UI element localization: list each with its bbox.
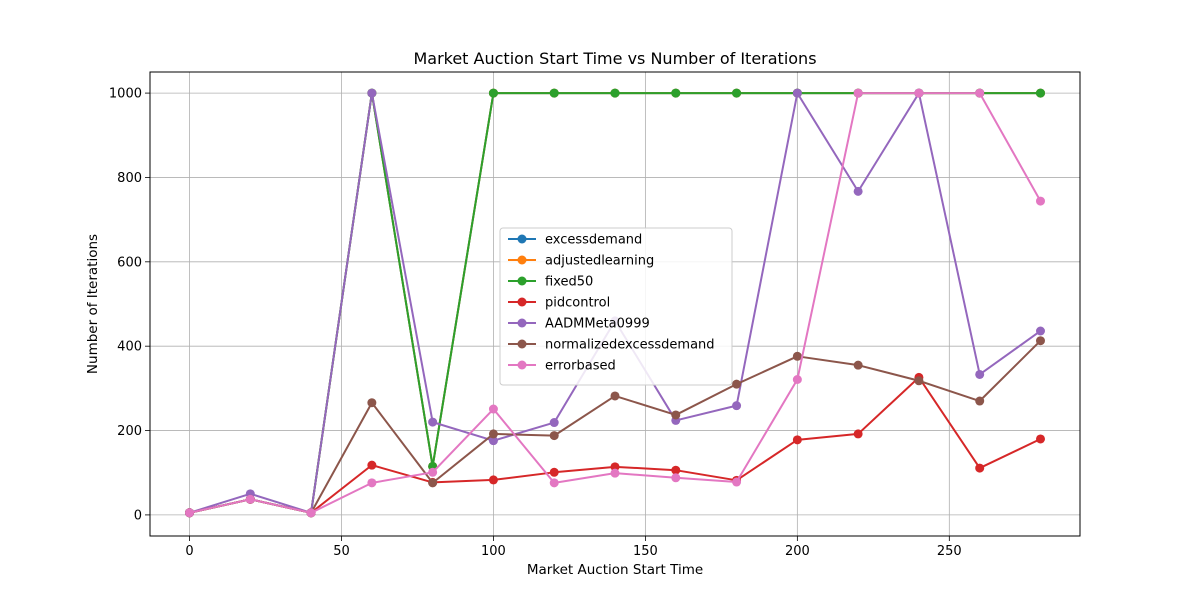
data-point bbox=[549, 418, 559, 428]
data-point bbox=[488, 404, 498, 414]
legend-label: AADMMeta0999 bbox=[545, 317, 650, 332]
data-point bbox=[792, 351, 802, 361]
legend-label: fixed50 bbox=[545, 275, 593, 290]
data-point bbox=[671, 473, 681, 483]
legend-item: pidcontrol bbox=[508, 296, 610, 311]
data-point bbox=[1035, 336, 1045, 346]
plot-frame bbox=[149, 71, 1081, 537]
data-point bbox=[975, 369, 985, 379]
data-point bbox=[732, 477, 742, 487]
data-point bbox=[610, 88, 620, 98]
data-point bbox=[792, 375, 802, 385]
x-tick-label: 200 bbox=[785, 544, 810, 559]
x-tick-label: 100 bbox=[481, 544, 506, 559]
x-tick-label: 0 bbox=[185, 544, 193, 559]
data-point bbox=[549, 88, 559, 98]
chart-title: Market Auction Start Time vs Number of I… bbox=[413, 49, 816, 68]
legend-label: pidcontrol bbox=[545, 296, 610, 311]
legend-item: fixed50 bbox=[508, 275, 593, 290]
legend-item: AADMMeta0999 bbox=[508, 317, 650, 332]
data-point bbox=[732, 379, 742, 389]
legend-marker bbox=[517, 339, 527, 349]
data-point bbox=[732, 88, 742, 98]
data-point bbox=[306, 508, 316, 518]
data-point bbox=[853, 360, 863, 370]
data-point bbox=[914, 88, 924, 98]
data-point bbox=[488, 475, 498, 485]
y-tick-label: 0 bbox=[134, 508, 142, 523]
legend-marker bbox=[517, 318, 527, 328]
legend-item: errorbased bbox=[508, 359, 616, 374]
legend-marker bbox=[517, 297, 527, 307]
data-point bbox=[671, 465, 681, 475]
data-point bbox=[245, 494, 255, 504]
data-point bbox=[671, 410, 681, 420]
data-point bbox=[610, 391, 620, 401]
data-point bbox=[975, 463, 985, 473]
legend-item: adjustedlearning bbox=[508, 254, 654, 269]
data-point bbox=[853, 429, 863, 439]
y-axis-label: Number of Iterations bbox=[85, 234, 101, 374]
data-point bbox=[488, 88, 498, 98]
axis-ticks: 0 50 100 150 200 250 0 200 400 600 800 1000 bbox=[109, 87, 962, 559]
legend-item: normalizedexcessdemand bbox=[508, 338, 715, 353]
data-point bbox=[1035, 196, 1045, 206]
data-point bbox=[671, 88, 681, 98]
data-point bbox=[792, 435, 802, 445]
data-point bbox=[367, 460, 377, 470]
legend: excessdemand adjustedlearning fixed50 pidco… bbox=[499, 227, 733, 386]
data-point bbox=[367, 478, 377, 488]
data-point bbox=[853, 88, 863, 98]
legend-marker bbox=[517, 276, 527, 286]
legend-label: normalizedexcessdemand bbox=[545, 338, 715, 353]
y-tick-label: 800 bbox=[117, 171, 142, 186]
data-point bbox=[853, 186, 863, 196]
data-point bbox=[428, 478, 438, 488]
data-point bbox=[610, 468, 620, 478]
data-point bbox=[975, 88, 985, 98]
y-tick-label: 600 bbox=[117, 255, 142, 270]
data-point bbox=[428, 417, 438, 427]
data-point bbox=[1035, 326, 1045, 336]
x-tick-label: 250 bbox=[937, 544, 962, 559]
data-point bbox=[1035, 434, 1045, 444]
y-tick-label: 1000 bbox=[109, 87, 142, 102]
data-point bbox=[975, 396, 985, 406]
x-tick-label: 150 bbox=[633, 544, 658, 559]
data-point bbox=[732, 401, 742, 411]
legend-label: excessdemand bbox=[545, 233, 642, 248]
legend-box bbox=[499, 227, 733, 386]
y-tick-label: 400 bbox=[117, 340, 142, 355]
data-point bbox=[367, 88, 377, 98]
data-point bbox=[185, 508, 195, 518]
data-point bbox=[488, 429, 498, 439]
x-tick-label: 50 bbox=[333, 544, 350, 559]
legend-marker bbox=[517, 255, 527, 265]
data-point bbox=[549, 467, 559, 477]
data-point bbox=[1035, 88, 1045, 98]
y-tick-label: 200 bbox=[117, 424, 142, 439]
legend-marker bbox=[517, 360, 527, 370]
x-axis-label: Market Auction Start Time bbox=[527, 562, 703, 578]
data-point bbox=[610, 462, 620, 472]
legend-marker bbox=[517, 234, 527, 244]
series-errorbased bbox=[185, 88, 1045, 518]
data-point bbox=[488, 436, 498, 446]
data-point bbox=[367, 398, 377, 408]
legend-item: excessdemand bbox=[508, 233, 642, 248]
legend-label: errorbased bbox=[545, 359, 616, 374]
data-point bbox=[428, 467, 438, 477]
data-point bbox=[549, 478, 559, 488]
data-point bbox=[549, 431, 559, 441]
data-point bbox=[792, 88, 802, 98]
legend-label: adjustedlearning bbox=[545, 254, 654, 269]
data-point bbox=[914, 376, 924, 386]
